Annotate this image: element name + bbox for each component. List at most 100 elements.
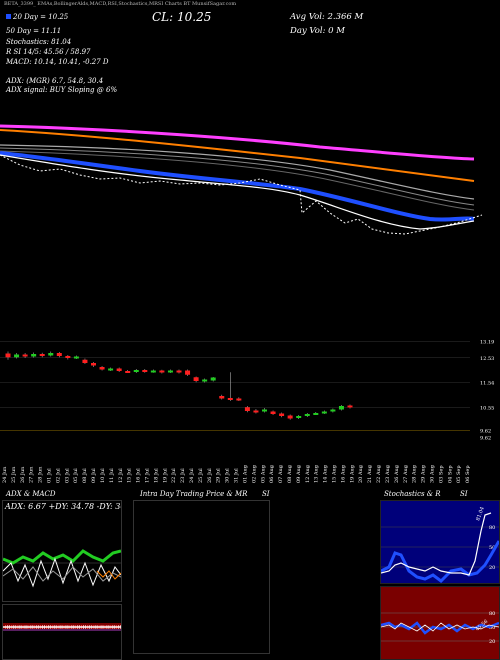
stochastics-panel: 80 50 20 81.04 — [380, 500, 500, 584]
candle-body — [244, 407, 250, 411]
date-label: 05 Aug — [260, 464, 266, 483]
candle-body — [296, 416, 302, 418]
candle — [202, 378, 208, 383]
candle — [210, 377, 216, 382]
candle-body — [31, 354, 37, 357]
date-label: 27 Jun — [29, 466, 35, 483]
date-label: 01 Jul — [47, 468, 53, 483]
legend-adx-signal: ADX signal: BUY Sloping @ 6% — [6, 86, 118, 94]
legend-20-day: 20 Day = 10.25 — [6, 13, 68, 21]
candle — [185, 369, 191, 376]
candle-body — [304, 414, 310, 416]
candle — [262, 408, 267, 413]
intraday-panel-title: Intra Day Trading Price & MR — [140, 490, 248, 498]
date-label: 10 Jul — [100, 468, 106, 483]
avg-vol: Avg Vol: 2.366 M — [290, 12, 364, 22]
stoch-tick-80: 80 — [489, 525, 495, 531]
stoch-panel-si: SI — [460, 490, 468, 498]
ema-line-gray-2 — [0, 147, 475, 206]
candle-body — [227, 398, 233, 400]
candle — [65, 355, 71, 360]
candle-body — [262, 409, 267, 412]
stoch-white-line — [381, 512, 492, 576]
adx-gray-line — [3, 566, 121, 582]
adx-panel-title: ADX & MACD — [6, 490, 56, 498]
candle — [304, 413, 310, 417]
date-label: 26 Aug — [394, 464, 400, 483]
date-label: 01 Aug — [242, 464, 248, 483]
date-label: 08 Jul — [82, 468, 88, 483]
candle-body — [176, 370, 182, 373]
candle — [321, 410, 327, 414]
candle-body — [150, 370, 156, 373]
date-label: 06 Sep — [465, 465, 471, 483]
adx-panel: ADX: 6.67 +DY: 34.78 -DY: 30.43 — [2, 500, 122, 602]
candle-body — [287, 415, 293, 419]
date-label: 31 Jul — [234, 468, 240, 483]
price-axis-label: 12.53 — [480, 356, 494, 362]
date-label: 24 Jun — [2, 466, 8, 483]
date-label: 12 Jul — [118, 468, 124, 483]
date-label: 19 Jul — [162, 468, 168, 483]
candle — [116, 367, 122, 372]
date-label: 24 Jul — [189, 468, 195, 483]
candle-body — [116, 368, 122, 371]
candle-body — [159, 370, 165, 373]
candle — [330, 408, 336, 413]
date-label: 02 Jul — [55, 468, 61, 483]
ema-line-dotted — [0, 154, 483, 235]
date-label: 19 Aug — [349, 464, 355, 483]
candle — [125, 370, 131, 373]
adx-values: ADX: 6.67 +DY: 34.78 -DY: 30.43 — [5, 502, 121, 511]
macd-panel — [2, 604, 122, 660]
candle-body — [22, 354, 28, 357]
candle — [108, 367, 114, 371]
stoch-value-label: 81.04 — [475, 506, 486, 522]
candle-body — [253, 410, 259, 413]
candle — [142, 369, 148, 373]
candle — [253, 409, 259, 414]
candle — [287, 414, 293, 420]
candle — [236, 397, 242, 401]
rsi-white-line — [381, 622, 499, 632]
date-label: 03 Jul — [64, 468, 70, 483]
candle-body — [167, 370, 173, 373]
chart-top-line: BETA_3399_ EMAs,BollingerAlds,MACD,RSI,S… — [4, 1, 237, 7]
date-label: 16 Aug — [340, 464, 346, 483]
legend-rsi: R SI 14/5: 45.56 / 58.97 — [6, 48, 91, 56]
price-chart: 13.19 12.53 11.54 10.55 9.629.62 — [0, 339, 494, 440]
candle — [176, 369, 182, 374]
date-label: 02 Aug — [251, 464, 257, 483]
candle — [296, 415, 302, 419]
legend-adx: ADX: (MGR) 6.7, 54.8, 30.4 — [6, 77, 104, 85]
candle — [159, 369, 165, 374]
date-label: 16 Jul — [136, 468, 142, 483]
stoch-tick-50: 50 — [489, 545, 495, 551]
legend-50-day: 50 Day = 11.11 — [6, 27, 62, 35]
price-axis-label: 9.62 — [480, 429, 491, 435]
candle — [39, 352, 45, 358]
date-label: 11 Jul — [109, 468, 115, 483]
date-label: 28 Aug — [412, 464, 418, 483]
candle-body — [313, 413, 319, 415]
intraday-panel — [133, 500, 270, 654]
candle-body — [125, 371, 131, 373]
date-label: 23 Aug — [385, 464, 391, 483]
date-label: 30 Jul — [225, 468, 231, 483]
rsi-tick-20: 20 — [489, 639, 495, 645]
date-label: 28 Jun — [38, 466, 44, 483]
date-label: 26 Jun — [20, 466, 26, 483]
candle — [48, 351, 54, 357]
candle-body — [14, 354, 20, 358]
price-axis-label: 13.19 — [480, 339, 494, 345]
date-label: 15 Aug — [332, 464, 338, 483]
candle-body — [279, 413, 285, 416]
candle — [338, 405, 344, 411]
candle — [167, 369, 173, 373]
rsi-tick-80: 80 — [489, 611, 495, 617]
candle-body — [347, 405, 353, 408]
candle — [279, 412, 285, 418]
stoch-blue-line — [381, 540, 499, 583]
candle — [150, 369, 156, 373]
candle — [99, 366, 105, 371]
